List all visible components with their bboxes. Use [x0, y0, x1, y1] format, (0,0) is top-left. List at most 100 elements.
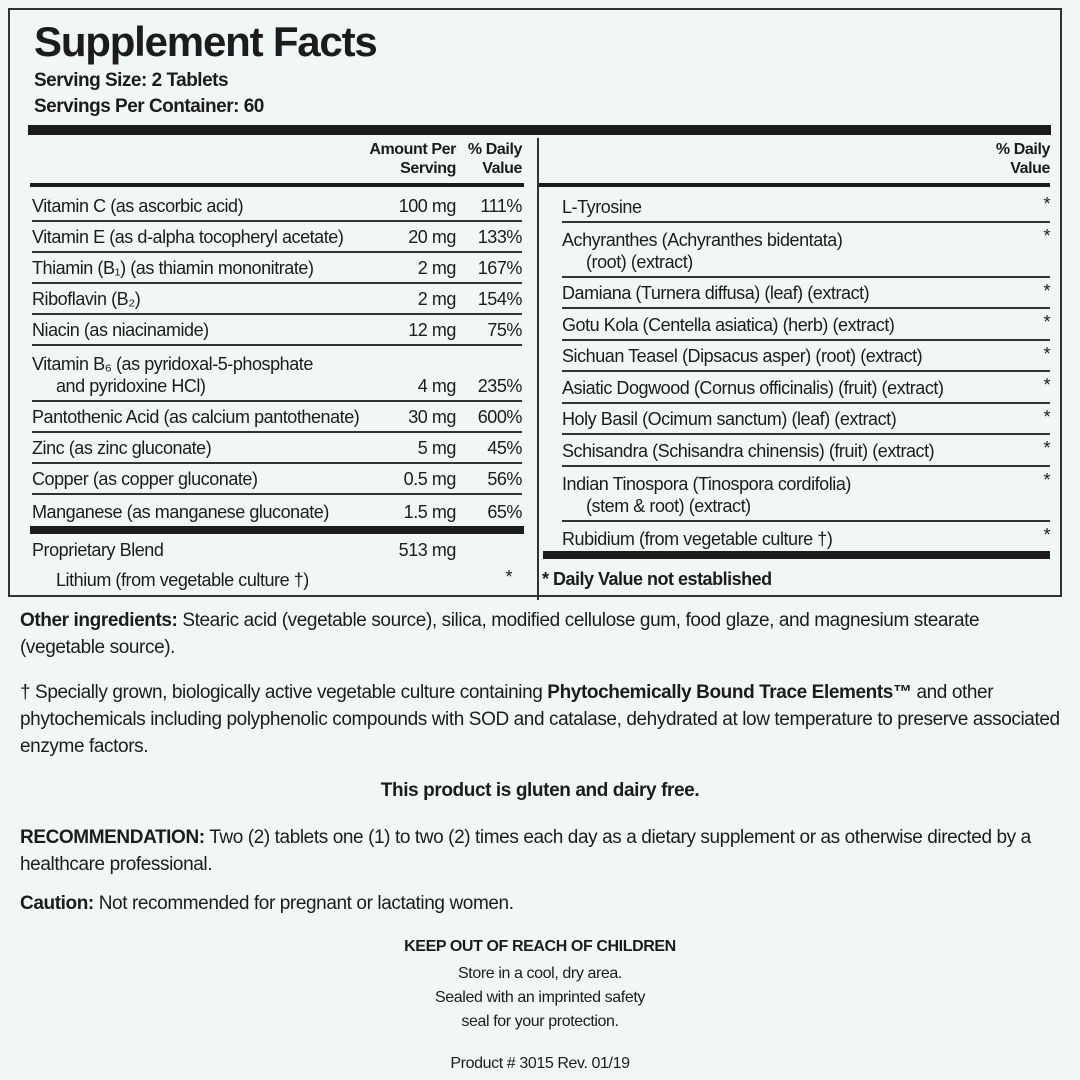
nutrient-name: Lithium (from vegetable culture †) [56, 570, 309, 590]
daily-value: * [1043, 438, 1050, 458]
name-line: Pantothenic Acid (as calcium pantothenat… [32, 407, 360, 427]
label: RECOMMENDATION: [20, 827, 205, 848]
name-line: Gotu Kola (Centella asiatica) (herb) (ex… [562, 314, 895, 335]
line: Store in a cool, dry area. [458, 965, 622, 982]
other-ingredients: Other ingredients: Stearic acid (vegetab… [20, 607, 1065, 661]
supplement-facts-panel: Supplement Facts Serving Size: 2 Tablets… [8, 8, 1062, 600]
ingredient-name: Asiatic Dogwood (Cornus officinalis) (fr… [562, 377, 1020, 399]
label: Other ingredients: [20, 610, 178, 631]
nutrient-name: Niacin (as niacinamide) [32, 319, 366, 341]
daily-value: 111% [480, 196, 522, 216]
amount: 4 mg [417, 376, 457, 396]
ingredient-row: Indian Tinospora (Tinospora cordifolia)(… [562, 467, 1050, 522]
amount: 0.5 mg [403, 469, 457, 489]
daily-value: * [1043, 312, 1050, 332]
name-line: Sichuan Teasel (Dipsacus asper) (root) (… [562, 346, 923, 366]
daily-value: * [1043, 280, 1050, 301]
daily-value: * [1043, 225, 1050, 246]
amount: 1.5 mg [403, 502, 457, 522]
name-line: and pyridoxine HCl) [56, 376, 206, 396]
servings-per-container: Servings Per Container: 60 [34, 96, 264, 117]
recommendation: RECOMMENDATION: Two (2) tablets one (1) … [20, 824, 1065, 878]
nutrient-name: Manganese (as manganese gluconate) [32, 501, 366, 523]
ingredient-name: Schisandra (Schisandra chinensis) (fruit… [562, 440, 1020, 462]
name-line: Niacin (as niacinamide) [32, 320, 209, 340]
amount: 2 mg [417, 258, 457, 278]
text: and other phytochemicals including polyp… [20, 682, 1060, 757]
ingredient-name: L-Tyrosine [562, 196, 1020, 218]
name-line: Vitamin C (as ascorbic acid) [32, 196, 244, 216]
column-divider [537, 138, 539, 600]
name-line: Vitamin B₆ (as pyridoxal-5-phosphate [32, 354, 313, 374]
dv-note: * Daily Value not established [542, 569, 772, 589]
ingredient-row: Sichuan Teasel (Dipsacus asper) (root) (… [562, 341, 1050, 372]
divider [30, 183, 524, 187]
ingredient-row: Asiatic Dogwood (Cornus officinalis) (fr… [562, 372, 1050, 404]
name-line: (root) (extract) [586, 251, 693, 272]
nutrient-row: Vitamin E (as d-alpha tocopheryl acetate… [32, 222, 522, 253]
nutrient-row: Manganese (as manganese gluconate) 1.5 mg… [32, 495, 522, 526]
name-line: Copper (as copper gluconate) [32, 469, 258, 489]
product-number: Product # 3015 Rev. 01/19 [450, 1055, 630, 1072]
nutrient-name: Vitamin B₆ (as pyridoxal-5-phosphate and … [32, 353, 366, 397]
label: Caution: [20, 893, 94, 914]
name-line: Riboflavin (B₂) [32, 289, 141, 309]
nutrient-name: Vitamin C (as ascorbic acid) [32, 195, 366, 217]
daily-value: 45% [487, 438, 522, 458]
nutrient-row: Copper (as copper gluconate) 0.5 mg 56% [32, 464, 522, 495]
ingredient-name: Achyranthes (Achyranthes bidentata) (root… [562, 229, 1020, 273]
nutrient-row: Vitamin C (as ascorbic acid) 100 mg 111% [32, 191, 522, 222]
ingredient-row: L-Tyrosine * [562, 191, 1050, 223]
amount-header: Amount Per Serving [369, 141, 456, 177]
amount: 12 mg [408, 320, 456, 340]
line: Sealed with an imprinted safety [435, 989, 645, 1006]
amount: 100 mg [398, 196, 457, 216]
ingredient-row: Rubidium (from vegetable culture †) * [562, 522, 1050, 554]
ingredient-name: Indian Tinospora (Tinospora cordifolia)(… [562, 473, 1020, 517]
name-line: Asiatic Dogwood (Cornus officinalis) (fr… [562, 377, 944, 398]
name-line: Achyranthes (Achyranthes bidentata) [562, 229, 843, 250]
amount: 513 mg [398, 540, 457, 560]
amount: 20 mg [408, 227, 456, 247]
daily-value: 600% [477, 407, 523, 427]
daily-value: 65% [487, 502, 522, 522]
dv-header: % Daily Value [467, 141, 523, 177]
ingredient-name: Damiana (Turnera diffusa) (leaf) (extrac… [562, 282, 1020, 304]
nutrient-name: Thiamin (B₁) (as thiamin mononitrate) [32, 257, 366, 279]
nutrient-name: Pantothenic Acid (as calcium pantothenat… [32, 406, 366, 428]
ingredient-row: Gotu Kola (Centella asiatica) (herb) (ex… [562, 309, 1050, 341]
bold-text: Phytochemically Bound Trace Elements™ [547, 682, 912, 703]
lithium-row: Lithium (from vegetable culture †) * [32, 564, 512, 594]
proprietary-blend-row: Proprietary Blend 513 mg [32, 534, 522, 564]
nutrient-row: Pantothenic Acid (as calcium pantothenat… [32, 402, 522, 433]
serving-size: Serving Size: 2 Tablets [34, 70, 229, 91]
daily-value: 133% [477, 227, 523, 247]
line: seal for your protection. [461, 1013, 619, 1030]
text: Not recommended for pregnant or lactatin… [93, 893, 514, 914]
daily-value: * [1043, 375, 1050, 395]
daily-value: * [505, 567, 512, 587]
divider [543, 551, 1050, 559]
name-line: L-Tyrosine [562, 196, 642, 217]
dagger-note: † Specially grown, biologically active v… [20, 679, 1065, 760]
name-line: Indian Tinospora (Tinospora cordifolia) [562, 473, 851, 494]
ingredient-name: Holy Basil (Ocimum sanctum) (leaf) (extr… [562, 408, 1020, 430]
ingredient-row: Holy Basil (Ocimum sanctum) (leaf) (extr… [562, 404, 1050, 435]
storage-note: Store in a cool, dry area. Sealed with a… [0, 962, 1080, 1034]
name-line: Rubidium (from vegetable culture †) [562, 529, 833, 549]
nutrient-name: Proprietary Blend [32, 540, 164, 560]
nutrient-row: Riboflavin (B₂) 2 mg 154% [32, 284, 522, 315]
amount: 2 mg [417, 289, 457, 309]
daily-value: 75% [487, 320, 522, 340]
daily-value: 154% [477, 289, 523, 309]
name-line: Schisandra (Schisandra chinensis) (fruit… [562, 440, 935, 461]
nutrient-name: Vitamin E (as d-alpha tocopheryl acetate… [32, 226, 366, 248]
nutrient-name: Copper (as copper gluconate) [32, 468, 366, 490]
divider [30, 526, 524, 534]
nutrient-row: Vitamin B₆ (as pyridoxal-5-phosphate and … [32, 346, 522, 402]
caution: Caution: Not recommended for pregnant or… [20, 890, 1065, 917]
ingredient-row: Damiana (Turnera diffusa) (leaf) (extrac… [562, 278, 1050, 309]
daily-value: 56% [487, 469, 522, 489]
amount: 5 mg [417, 438, 457, 458]
daily-value: * [1043, 194, 1050, 214]
